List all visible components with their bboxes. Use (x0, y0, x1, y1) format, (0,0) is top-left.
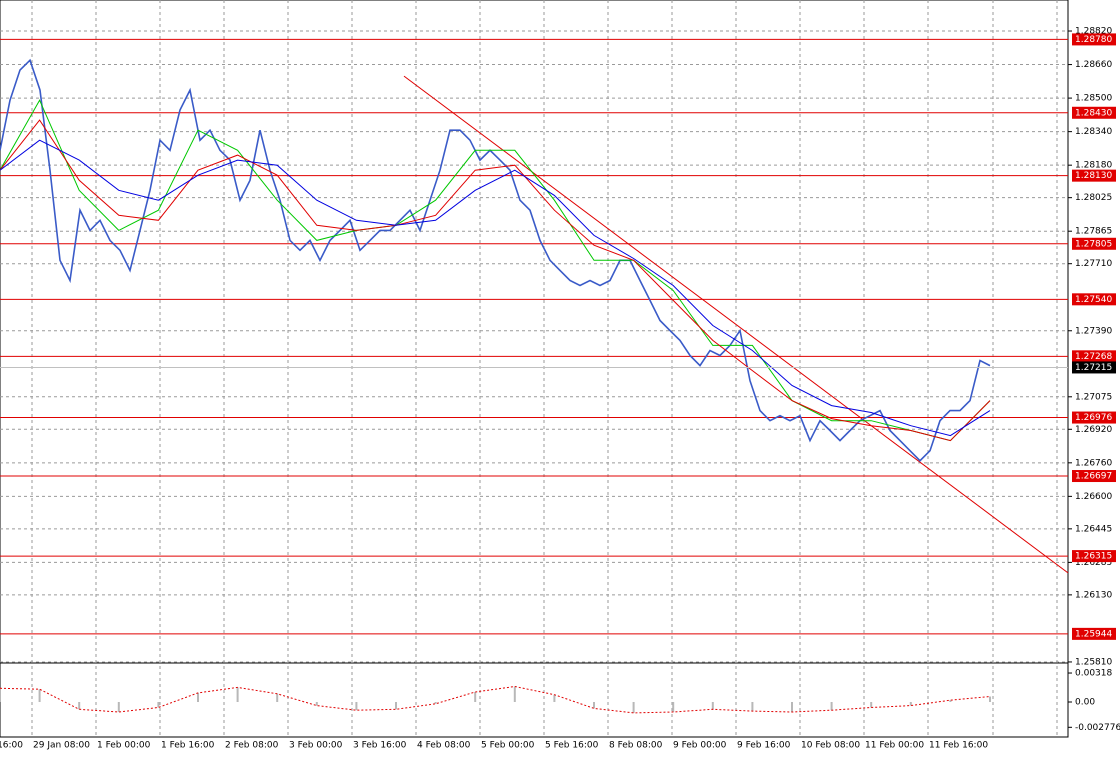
histogram-bar (197, 692, 199, 703)
histogram-bar (78, 702, 81, 710)
histogram-bar (632, 702, 635, 713)
histogram-bar (236, 687, 239, 703)
level-label-box (1072, 550, 1116, 563)
y-tick-label: 1.26130 (1075, 590, 1112, 600)
level-label: 1.27540 (1075, 295, 1112, 305)
histogram-bar (909, 702, 912, 706)
level-label-box (1072, 411, 1116, 424)
moving-average (0, 99, 991, 442)
x-tick-label: 11 Feb 00:00 (865, 741, 924, 751)
histogram-bar (474, 691, 477, 703)
y-tick-label: 1.26920 (1075, 425, 1112, 435)
y-tick-label: 1.25810 (1075, 657, 1112, 667)
histogram-bar (315, 702, 318, 706)
level-label: 1.28780 (1075, 35, 1112, 45)
level-label: 1.26315 (1075, 552, 1112, 562)
level-label-box (1072, 169, 1116, 182)
histogram-bar (0, 688, 1, 703)
x-tick-label: 1 Feb 00:00 (97, 741, 151, 751)
plot-frame (0, 0, 1069, 738)
level-label-box (1072, 106, 1116, 119)
y-tick-label: 1.28180 (1075, 161, 1112, 171)
level-label: 1.28130 (1075, 171, 1112, 181)
y-tick-label: 1.27075 (1075, 392, 1112, 402)
moving-average (0, 139, 991, 437)
y-tick-label: 1.26445 (1075, 524, 1112, 534)
x-tick-label: 5 Feb 16:00 (545, 741, 599, 751)
x-tick-label: 2 Feb 08:00 (225, 741, 279, 751)
level-label-box (1072, 293, 1116, 306)
y-tick-label: -0.002776 (1075, 723, 1120, 733)
y-tick-label: 1.26285 (1075, 558, 1112, 568)
signal-line (0, 685, 991, 714)
level-label: 1.27805 (1075, 239, 1112, 249)
y-tick-label: 1.28500 (1075, 94, 1112, 104)
histogram-bar (513, 686, 516, 703)
level-label: 1.27268 (1075, 352, 1112, 362)
level-label-box (1072, 33, 1116, 46)
x-tick-label: 29 Jan 08:00 (33, 741, 90, 751)
x-tick-label: 5 Feb 00:00 (481, 741, 535, 751)
level-label-box (1072, 627, 1116, 640)
x-tick-label: 3 Feb 00:00 (289, 741, 343, 751)
y-tick-label: 1.28340 (1075, 127, 1112, 137)
histogram-bar (117, 702, 120, 713)
histogram-bar (791, 702, 793, 713)
y-tick-label: 1.27710 (1075, 259, 1112, 269)
y-tick-label: 0.00318 (1075, 669, 1112, 679)
moving-average (0, 119, 991, 442)
histogram-bar (672, 702, 675, 713)
histogram-bar (553, 694, 556, 703)
x-tick-label: 10 Feb 08:00 (801, 741, 860, 751)
y-tick-label: 1.27865 (1075, 227, 1112, 237)
level-label-box (1072, 237, 1116, 250)
histogram-bar (434, 702, 437, 704)
x-tick-label: 8 Feb 08:00 (609, 741, 663, 751)
histogram-bar (711, 702, 714, 710)
histogram-bar (870, 702, 873, 708)
y-tick-label: 1.26760 (1075, 458, 1112, 468)
level-label-box (1072, 470, 1116, 483)
histogram-bar (989, 696, 991, 703)
level-label: 1.26976 (1075, 413, 1112, 423)
histogram-bar (38, 689, 41, 703)
x-tick-label: 1 Feb 16:00 (161, 741, 215, 751)
y-tick-label: 1.28660 (1075, 60, 1112, 70)
y-tick-label: 1.26600 (1075, 492, 1112, 502)
x-tick-label: 4 Feb 08:00 (417, 741, 471, 751)
trend-line (403, 75, 1069, 574)
level-label: 1.28430 (1075, 108, 1112, 118)
x-tick-label: 11 Feb 16:00 (929, 741, 988, 751)
x-tick-label: 3 Feb 16:00 (353, 741, 407, 751)
histogram-bar (593, 702, 595, 709)
last-price-box (1072, 361, 1116, 374)
level-label: 1.25944 (1075, 629, 1112, 639)
histogram-bar (949, 700, 952, 703)
x-tick-label: 9 Feb 00:00 (673, 741, 727, 751)
histogram-bar (751, 702, 754, 712)
histogram-bar (157, 702, 160, 708)
y-tick-label: 1.28820 (1075, 27, 1112, 37)
y-tick-label: 0.00 (1075, 698, 1095, 708)
level-label-box (1072, 350, 1116, 363)
level-label: 1.26697 (1075, 472, 1112, 482)
histogram-bar (395, 702, 397, 710)
last-price-label: 1.27215 (1075, 363, 1112, 373)
histogram-bar (276, 693, 279, 703)
histogram-bar (830, 702, 833, 711)
y-tick-label: 1.28025 (1075, 193, 1112, 203)
y-tick-label: 1.27390 (1075, 326, 1112, 336)
x-tick-label: 16:00 (0, 741, 23, 751)
price-line (0, 58, 991, 462)
x-tick-label: 9 Feb 16:00 (737, 741, 791, 751)
histogram-bar (355, 702, 358, 711)
